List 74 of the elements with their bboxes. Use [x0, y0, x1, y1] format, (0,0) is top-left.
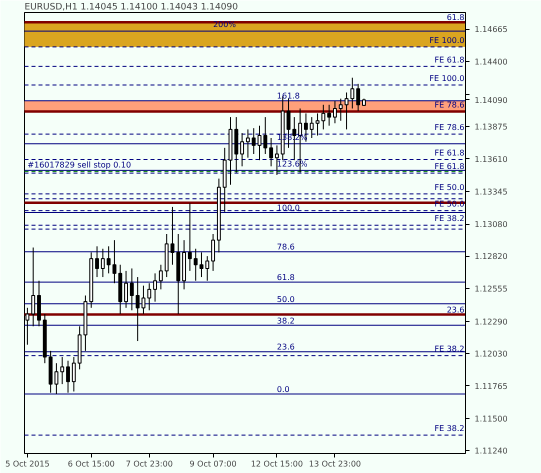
annotation: 161.8 — [276, 92, 300, 101]
annotation: 23.6 — [446, 305, 464, 314]
candlestick — [344, 92, 348, 130]
candlestick — [188, 202, 192, 272]
annotation: FE 78.6 — [434, 100, 465, 110]
candlestick — [112, 240, 116, 284]
candlestick — [31, 247, 36, 327]
annotation: 50.0 — [276, 294, 295, 304]
candlestick — [310, 116, 314, 139]
annotation: FE 61.8 — [434, 55, 465, 64]
candlestick — [246, 128, 250, 158]
candlestick — [153, 272, 158, 302]
y-tick-label: 1.11765 — [474, 382, 508, 391]
candlestick — [95, 246, 99, 278]
x-tick-label: 7 Oct 23:00 — [126, 460, 173, 468]
annotation: FE 100.0 — [429, 36, 465, 45]
candlestick — [136, 276, 140, 342]
annotation: 23.6 — [276, 342, 295, 352]
x-tick-label: 5 Oct 2015 — [5, 460, 50, 468]
annotation: 61.8 — [276, 273, 295, 282]
y-tick-label: 1.13345 — [474, 188, 508, 197]
x-tick-label: 12 Oct 15:00 — [250, 460, 303, 468]
x-tick-label: 9 Oct 07:00 — [190, 460, 237, 468]
candlestick — [252, 128, 256, 155]
candlestick — [240, 132, 244, 167]
y-tick-label: 1.14400 — [474, 58, 508, 67]
annotation: FE 38.2 — [434, 214, 465, 224]
y-tick-label: 1.11240 — [474, 446, 508, 456]
annotation: FE 38.2 — [434, 424, 465, 434]
candlestick — [263, 116, 268, 155]
candlestick — [332, 100, 337, 124]
annotation: FE 61.8 — [434, 162, 465, 172]
candlestick — [170, 206, 174, 266]
candlestick — [338, 98, 343, 122]
candlestick — [269, 138, 274, 167]
candlestick — [194, 248, 198, 282]
candlestick — [60, 356, 64, 385]
x-tick-label: 13 Oct 23:00 — [308, 460, 362, 468]
annotation: 61.8 — [446, 13, 464, 22]
y-tick-label: 1.12820 — [474, 252, 508, 262]
annotation: 100.0 — [276, 203, 300, 212]
candlestick — [124, 270, 128, 308]
y-tick-label: 1.14090 — [474, 96, 508, 105]
y-tick-label: 1.12290 — [474, 317, 508, 326]
y-tick-label: 1.14665 — [474, 25, 508, 34]
candlestick — [158, 264, 163, 290]
annotation: FE 50.0 — [434, 182, 465, 192]
candlestick — [211, 233, 216, 272]
candlestick — [205, 256, 210, 282]
chart-title: EURUSD,H1 1.14045 1.14100 1.14043 1.14090 — [24, 2, 238, 12]
annotation: FE 38.2 — [434, 344, 465, 354]
y-tick-label: 1.12030 — [474, 349, 508, 358]
annotation: FE 61.8 — [434, 148, 465, 158]
y-tick-label: 1.12555 — [474, 284, 508, 294]
candlestick — [142, 285, 146, 314]
annotation: 78.6 — [276, 242, 295, 252]
candlestick — [316, 112, 320, 136]
y-tick-label: 1.13080 — [474, 220, 508, 230]
candlestick — [200, 252, 204, 278]
candlestick — [130, 268, 134, 311]
annotation: FE 78.6 — [434, 123, 465, 132]
candlestick — [54, 362, 58, 394]
y-tick-label: 1.13875 — [474, 122, 508, 132]
y-tick-label: 1.13610 — [474, 154, 508, 164]
annotation: 0.0 — [276, 384, 290, 394]
y-tick-label: 1.11500 — [474, 414, 508, 424]
candlestick — [66, 360, 70, 394]
candlestick — [274, 144, 279, 176]
annotation: FE 100.0 — [429, 74, 465, 83]
x-tick-label: 6 Oct 15:00 — [68, 460, 115, 468]
candlestick — [258, 125, 262, 161]
annotation: 38.2 — [276, 316, 295, 326]
annotation: #16017829 sell stop 0.10 — [27, 160, 132, 170]
candlestick — [147, 282, 152, 311]
